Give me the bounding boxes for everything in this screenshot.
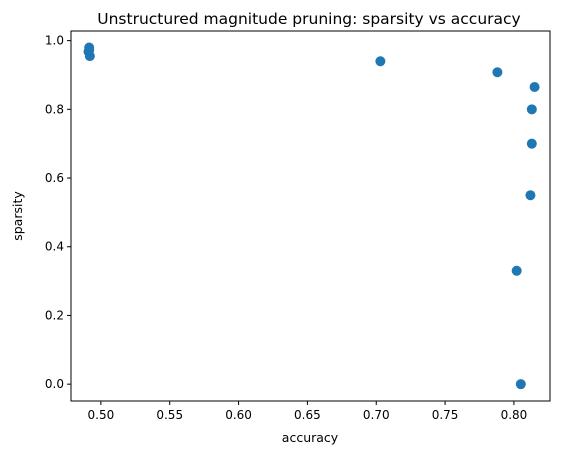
x-tick-label: 0.55 (156, 408, 183, 422)
y-tick-label: 1.0 (45, 34, 64, 48)
x-axis-label: accuracy (282, 430, 339, 445)
data-point (526, 104, 537, 115)
data-point (525, 190, 536, 201)
y-tick-label: 0.0 (45, 377, 64, 391)
x-tick-label: 0.80 (501, 408, 528, 422)
data-point (515, 379, 526, 390)
data-point (526, 138, 537, 149)
plot-frame (70, 30, 551, 402)
data-points (83, 42, 540, 390)
x-tick-label: 0.70 (363, 408, 390, 422)
x-axis-ticks: 0.50 0.55 0.60 0.65 0.70 0.75 0.80 (88, 401, 528, 422)
chart-title: Unstructured magnitude pruning: sparsity… (97, 10, 520, 28)
data-point (375, 56, 386, 67)
data-point (84, 42, 95, 53)
y-axis-ticks: 0.0 0.2 0.4 0.6 0.8 1.0 (45, 34, 71, 391)
y-tick-label: 0.8 (45, 102, 64, 116)
data-point (492, 67, 503, 78)
x-tick-label: 0.75 (432, 408, 459, 422)
y-tick-label: 0.6 (45, 171, 64, 185)
x-tick-label: 0.50 (88, 408, 115, 422)
x-tick-label: 0.65 (294, 408, 321, 422)
y-axis-label: sparsity (10, 191, 25, 241)
y-tick-label: 0.2 (45, 308, 64, 322)
plot-area: 0.50 0.55 0.60 0.65 0.70 0.75 0.80 0.00.20.40.… (45, 30, 551, 422)
data-point (529, 81, 540, 92)
data-point (511, 265, 522, 276)
y-tick-label: 0.4 (45, 240, 64, 254)
x-tick-label: 0.60 (225, 408, 252, 422)
